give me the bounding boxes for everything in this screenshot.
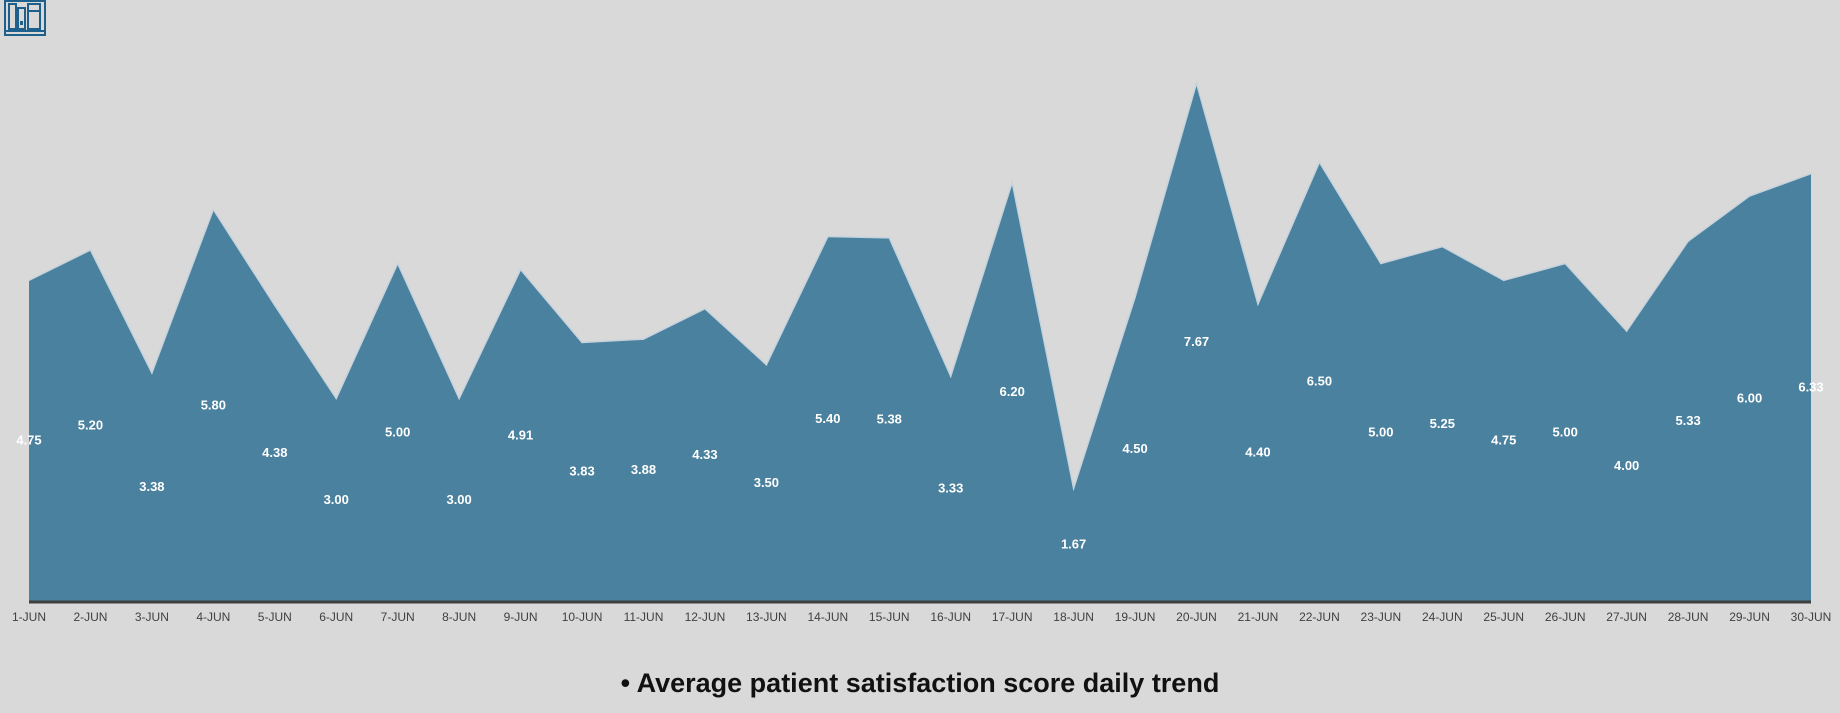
data-label: 6.33	[1798, 379, 1823, 394]
data-label: 3.33	[938, 481, 963, 496]
data-point	[1564, 262, 1567, 265]
x-tick-label: 6-JUN	[319, 610, 353, 624]
data-point	[151, 372, 153, 374]
x-tick-label: 25-JUN	[1483, 610, 1524, 624]
chart-caption: • Average patient satisfaction score dai…	[620, 668, 1220, 698]
x-tick-label: 18-JUN	[1053, 610, 1094, 624]
data-point	[458, 397, 460, 400]
data-point	[888, 237, 891, 239]
x-tick-label: 26-JUN	[1545, 610, 1586, 624]
x-tick-label: 5-JUN	[258, 610, 292, 624]
data-point	[396, 262, 399, 265]
data-label: 3.00	[324, 492, 349, 507]
data-point	[1257, 303, 1259, 305]
x-tick-label: 17-JUN	[992, 610, 1033, 624]
x-tick-label: 24-JUN	[1422, 610, 1463, 624]
data-label: 4.40	[1245, 445, 1270, 460]
x-tick-label: 12-JUN	[685, 610, 726, 624]
data-label: 5.00	[1553, 424, 1578, 439]
data-label: 5.20	[78, 418, 103, 433]
data-label: 6.00	[1737, 391, 1762, 406]
data-label: 3.83	[569, 464, 594, 479]
data-label: 4.75	[16, 433, 41, 448]
x-tick-label: 15-JUN	[869, 610, 910, 624]
x-tick-label: 20-JUN	[1176, 610, 1217, 624]
data-point	[581, 341, 583, 344]
x-tick-label: 1-JUN	[12, 610, 46, 624]
data-label: 5.40	[815, 411, 840, 426]
x-tick-label: 28-JUN	[1668, 610, 1709, 624]
data-point	[1687, 240, 1689, 243]
data-point	[1502, 279, 1505, 282]
data-label: 5.00	[385, 424, 410, 439]
data-point	[28, 279, 30, 282]
data-point	[1072, 487, 1075, 490]
data-label: 4.00	[1614, 458, 1639, 473]
x-tick-label: 3-JUN	[135, 610, 169, 624]
data-label: 1.67	[1061, 537, 1086, 552]
data-point	[1380, 262, 1382, 265]
data-point	[704, 307, 706, 310]
data-point	[335, 397, 338, 400]
x-tick-label: 23-JUN	[1361, 610, 1402, 624]
data-point	[765, 363, 768, 366]
bookshelf-icon	[4, 0, 46, 36]
data-point	[1134, 296, 1136, 299]
data-label: 3.38	[139, 479, 164, 494]
data-label: 5.00	[1368, 424, 1393, 439]
data-point	[1011, 181, 1013, 184]
data-point	[519, 268, 522, 271]
data-label: 6.20	[1000, 384, 1025, 399]
area-outline	[28, 80, 1812, 492]
x-axis: 1-JUN 2-JUN 3-JUN 4-JUN 5-JUN 6-JUN 7-JUN 8-JUN…	[12, 600, 1832, 624]
data-label: 4.50	[1122, 441, 1147, 456]
data-label: 5.80	[201, 397, 226, 412]
x-tick-label: 9-JUN	[504, 610, 538, 624]
data-label: 4.75	[1491, 433, 1516, 448]
data-label: 4.33	[692, 447, 717, 462]
x-tick-label: 29-JUN	[1729, 610, 1770, 624]
area-chart: 1-JUN 2-JUN 3-JUN 4-JUN 5-JUN 6-JUN 7-JUN 8-JUN…	[12, 80, 1832, 624]
data-label: 3.00	[446, 492, 471, 507]
data-point	[1195, 82, 1198, 85]
data-point	[1318, 161, 1321, 164]
data-label: 7.67	[1184, 334, 1209, 349]
data-label: 5.25	[1430, 416, 1455, 431]
x-tick-label: 19-JUN	[1115, 610, 1156, 624]
x-tick-label: 30-JUN	[1791, 610, 1832, 624]
data-point	[1441, 245, 1444, 248]
data-label: 3.88	[631, 462, 656, 477]
data-label: 5.38	[877, 411, 902, 426]
data-point	[1810, 172, 1812, 175]
x-tick-label: 14-JUN	[807, 610, 848, 624]
x-tick-label: 2-JUN	[73, 610, 107, 624]
data-point	[1748, 195, 1751, 197]
x-tick-label: 8-JUN	[442, 610, 476, 624]
data-point	[212, 208, 215, 211]
data-labels: 4.75 5.20 3.38 5.80 4.38 3.00 5.00 3.00 4.91 3.83…	[16, 334, 1823, 552]
x-tick-label: 4-JUN	[196, 610, 230, 624]
x-tick-label: 16-JUN	[930, 610, 971, 624]
data-label: 4.91	[508, 427, 533, 442]
data-point	[949, 375, 952, 378]
data-label: 4.38	[262, 445, 287, 460]
x-tick-label: 13-JUN	[746, 610, 787, 624]
x-tick-label: 21-JUN	[1238, 610, 1279, 624]
x-tick-label: 7-JUN	[381, 610, 415, 624]
x-tick-label: 22-JUN	[1299, 610, 1340, 624]
x-tick-label: 10-JUN	[562, 610, 603, 624]
data-point	[642, 338, 645, 340]
data-label: 5.33	[1675, 413, 1700, 428]
data-point	[273, 304, 276, 307]
data-point	[827, 235, 829, 238]
data-label: 6.50	[1307, 374, 1332, 389]
data-point	[1625, 330, 1628, 332]
area-fill	[29, 83, 1811, 601]
data-point	[89, 249, 92, 251]
x-tick-label: 11-JUN	[624, 610, 664, 624]
area-series	[28, 80, 1812, 601]
x-tick-label: 27-JUN	[1606, 610, 1647, 624]
data-label: 3.50	[754, 475, 779, 490]
